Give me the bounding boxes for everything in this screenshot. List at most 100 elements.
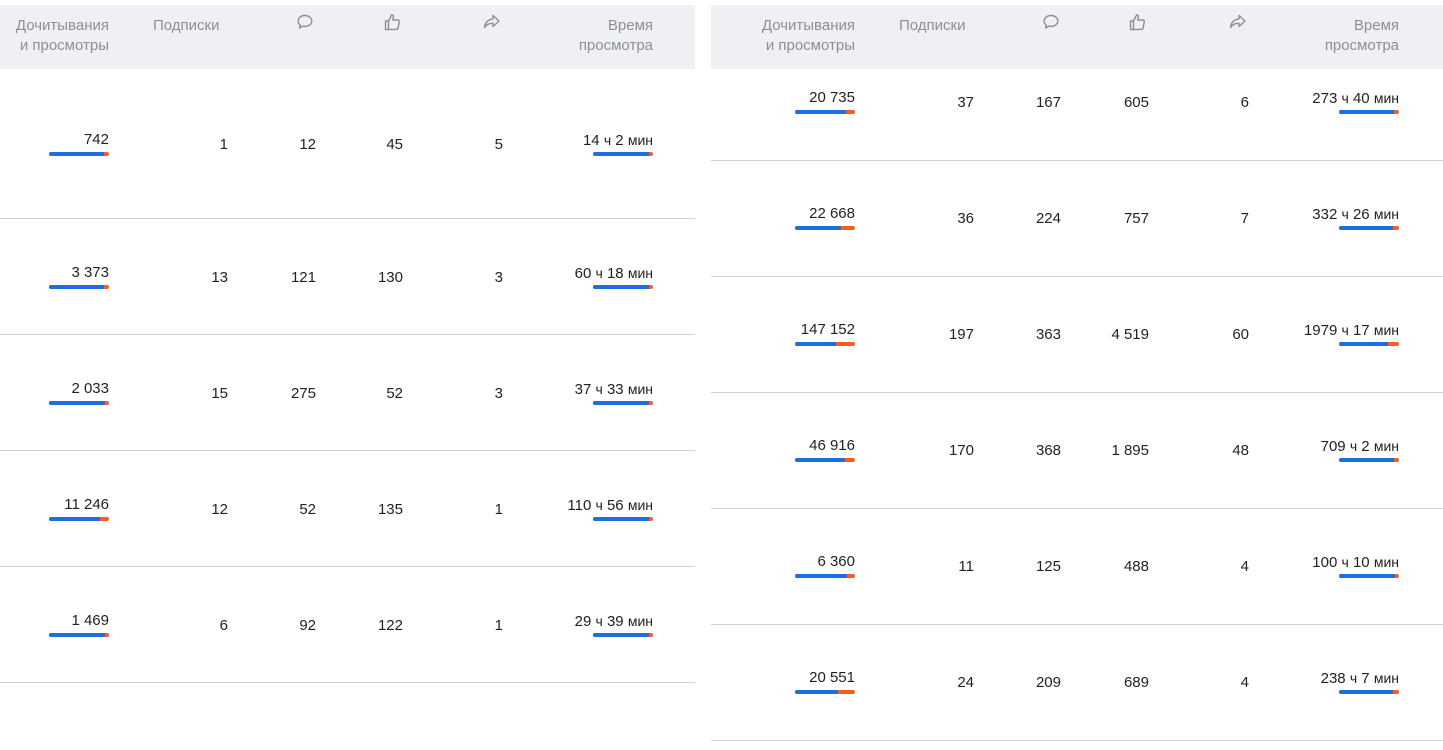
watch-time-bar-fill [1339,690,1393,694]
subscriptions-value: 11 [958,558,974,575]
comment-icon[interactable] [296,13,314,31]
watch-time-bar [593,401,653,405]
reads-bar-fill [795,226,842,230]
column-subs-header[interactable]: Подписки [899,17,966,34]
comments-value: 368 [1035,442,1061,459]
watch-time-hours: 37 [574,381,592,398]
hours-unit: ч [1349,438,1358,454]
reads-bar-fill [795,690,838,694]
watch-time-value: 14 ч 2 мин [523,131,653,150]
share-icon[interactable] [1228,13,1248,31]
table-row[interactable]: 1 469 6 92 122 1 29 ч 39 мин [0,567,695,683]
hours-unit: ч [595,265,603,281]
table-row[interactable]: 2 033 15 275 52 3 37 ч 33 мин [0,335,695,451]
minutes-unit: мин [1373,554,1399,570]
table-row[interactable]: 20 735 37 167 605 6 273 ч 40 мин [711,69,1443,161]
comments-value: 209 [1035,674,1061,691]
likes-value: 689 [1123,674,1149,691]
reads-bar [795,574,855,578]
minutes-unit: мин [627,132,653,148]
table-row[interactable]: 3 373 13 121 130 3 60 ч 18 мин [0,219,695,335]
hours-unit: ч [1341,90,1349,106]
reads-bar-fill [49,633,105,637]
reads-value: 2 033 [71,380,109,397]
stats-table-right: Дочитывания и просмотры Подписки Время п… [711,5,1443,741]
watch-time-bar [593,633,653,637]
watch-time-bar-fill [1339,342,1389,346]
watch-time-value: 100 ч 10 мин [1269,553,1399,572]
reads-value: 147 152 [800,321,855,338]
comments-value: 167 [1035,94,1061,111]
table-row[interactable]: 147 152 197 363 4 519 60 1979 ч 17 мин [711,277,1443,393]
hours-unit: ч [595,613,603,629]
table-row[interactable]: 46 916 170 368 1 895 48 709 ч 2 мин [711,393,1443,509]
reads-bar [795,458,855,462]
reads-bar [795,690,855,694]
watch-time-bar [1339,574,1399,578]
shares-value: 1 [494,617,503,634]
comments-value: 12 [299,136,316,153]
likes-value: 488 [1123,558,1149,575]
reads-value: 20 735 [809,89,855,106]
table-row[interactable]: 6 360 11 125 488 4 100 ч 10 мин [711,509,1443,625]
column-subs-header[interactable]: Подписки [153,17,220,34]
watch-time-hours: 60 [574,265,592,282]
column-time-header[interactable]: Время просмотра [578,17,653,54]
shares-value: 3 [494,269,503,286]
watch-time-value: 1979 ч 17 мин [1269,321,1399,340]
likes-value: 135 [377,501,403,518]
watch-time-value: 110 ч 56 мин [523,496,653,515]
watch-time-bar [1339,458,1399,462]
minutes-unit: мин [627,265,653,281]
hours-unit: ч [595,381,603,397]
subscriptions-value: 197 [948,326,974,343]
column-reads-header[interactable]: Дочитывания и просмотры [761,17,855,54]
table-header: Дочитывания и просмотры Подписки Время п… [711,5,1443,69]
reads-bar-fill [49,285,105,289]
hours-unit: ч [595,497,603,513]
table-row[interactable]: 742 1 12 45 5 14 ч 2 мин [0,69,695,219]
watch-time-value: 709 ч 2 мин [1269,437,1399,456]
watch-time-bar [1339,342,1399,346]
watch-time-value: 332 ч 26 мин [1269,205,1399,224]
watch-time-hours: 14 [582,132,600,149]
reads-bar-fill [49,152,105,156]
table-row[interactable]: 22 668 36 224 757 7 332 ч 26 мин [711,161,1443,277]
watch-time-bar-fill [593,285,649,289]
reads-value: 3 373 [71,264,109,281]
table-body: 20 735 37 167 605 6 273 ч 40 мин 22 668 36 224 75… [711,69,1443,741]
reads-bar [49,285,109,289]
reads-bar [49,633,109,637]
shares-value: 4 [1240,558,1249,575]
column-time-header[interactable]: Время просмотра [1324,17,1399,54]
thumbs-up-icon[interactable] [1128,12,1148,32]
subscriptions-value: 13 [211,269,228,286]
comments-value: 125 [1035,558,1061,575]
watch-time-value: 37 ч 33 мин [523,380,653,399]
minutes-unit: мин [627,497,653,513]
shares-value: 1 [494,501,503,518]
watch-time-minutes: 7 [1361,670,1370,687]
watch-time-bar-fill [593,633,649,637]
column-reads-header[interactable]: Дочитывания и просмотры [15,17,109,54]
watch-time-minutes: 26 [1352,206,1370,223]
watch-time-value: 60 ч 18 мин [523,264,653,283]
stats-table-left: Дочитывания и просмотры Подписки Время п… [0,5,695,683]
subscriptions-value: 15 [211,385,228,402]
watch-time-value: 273 ч 40 мин [1269,89,1399,108]
table-row[interactable]: 20 551 24 209 689 4 238 ч 7 мин [711,625,1443,741]
watch-time-bar-fill [1339,574,1395,578]
comments-value: 121 [290,269,316,286]
reads-bar-fill [795,342,836,346]
share-icon[interactable] [482,13,502,31]
minutes-unit: мин [1373,90,1399,106]
comments-value: 92 [299,617,316,634]
watch-time-hours: 238 [1320,670,1346,687]
comment-icon[interactable] [1042,13,1060,31]
shares-value: 48 [1232,442,1249,459]
thumbs-up-icon[interactable] [383,12,403,32]
reads-value: 20 551 [809,669,855,686]
reads-value: 11 246 [64,496,109,513]
watch-time-hours: 100 [1312,554,1338,571]
table-row[interactable]: 11 246 12 52 135 1 110 ч 56 мин [0,451,695,567]
